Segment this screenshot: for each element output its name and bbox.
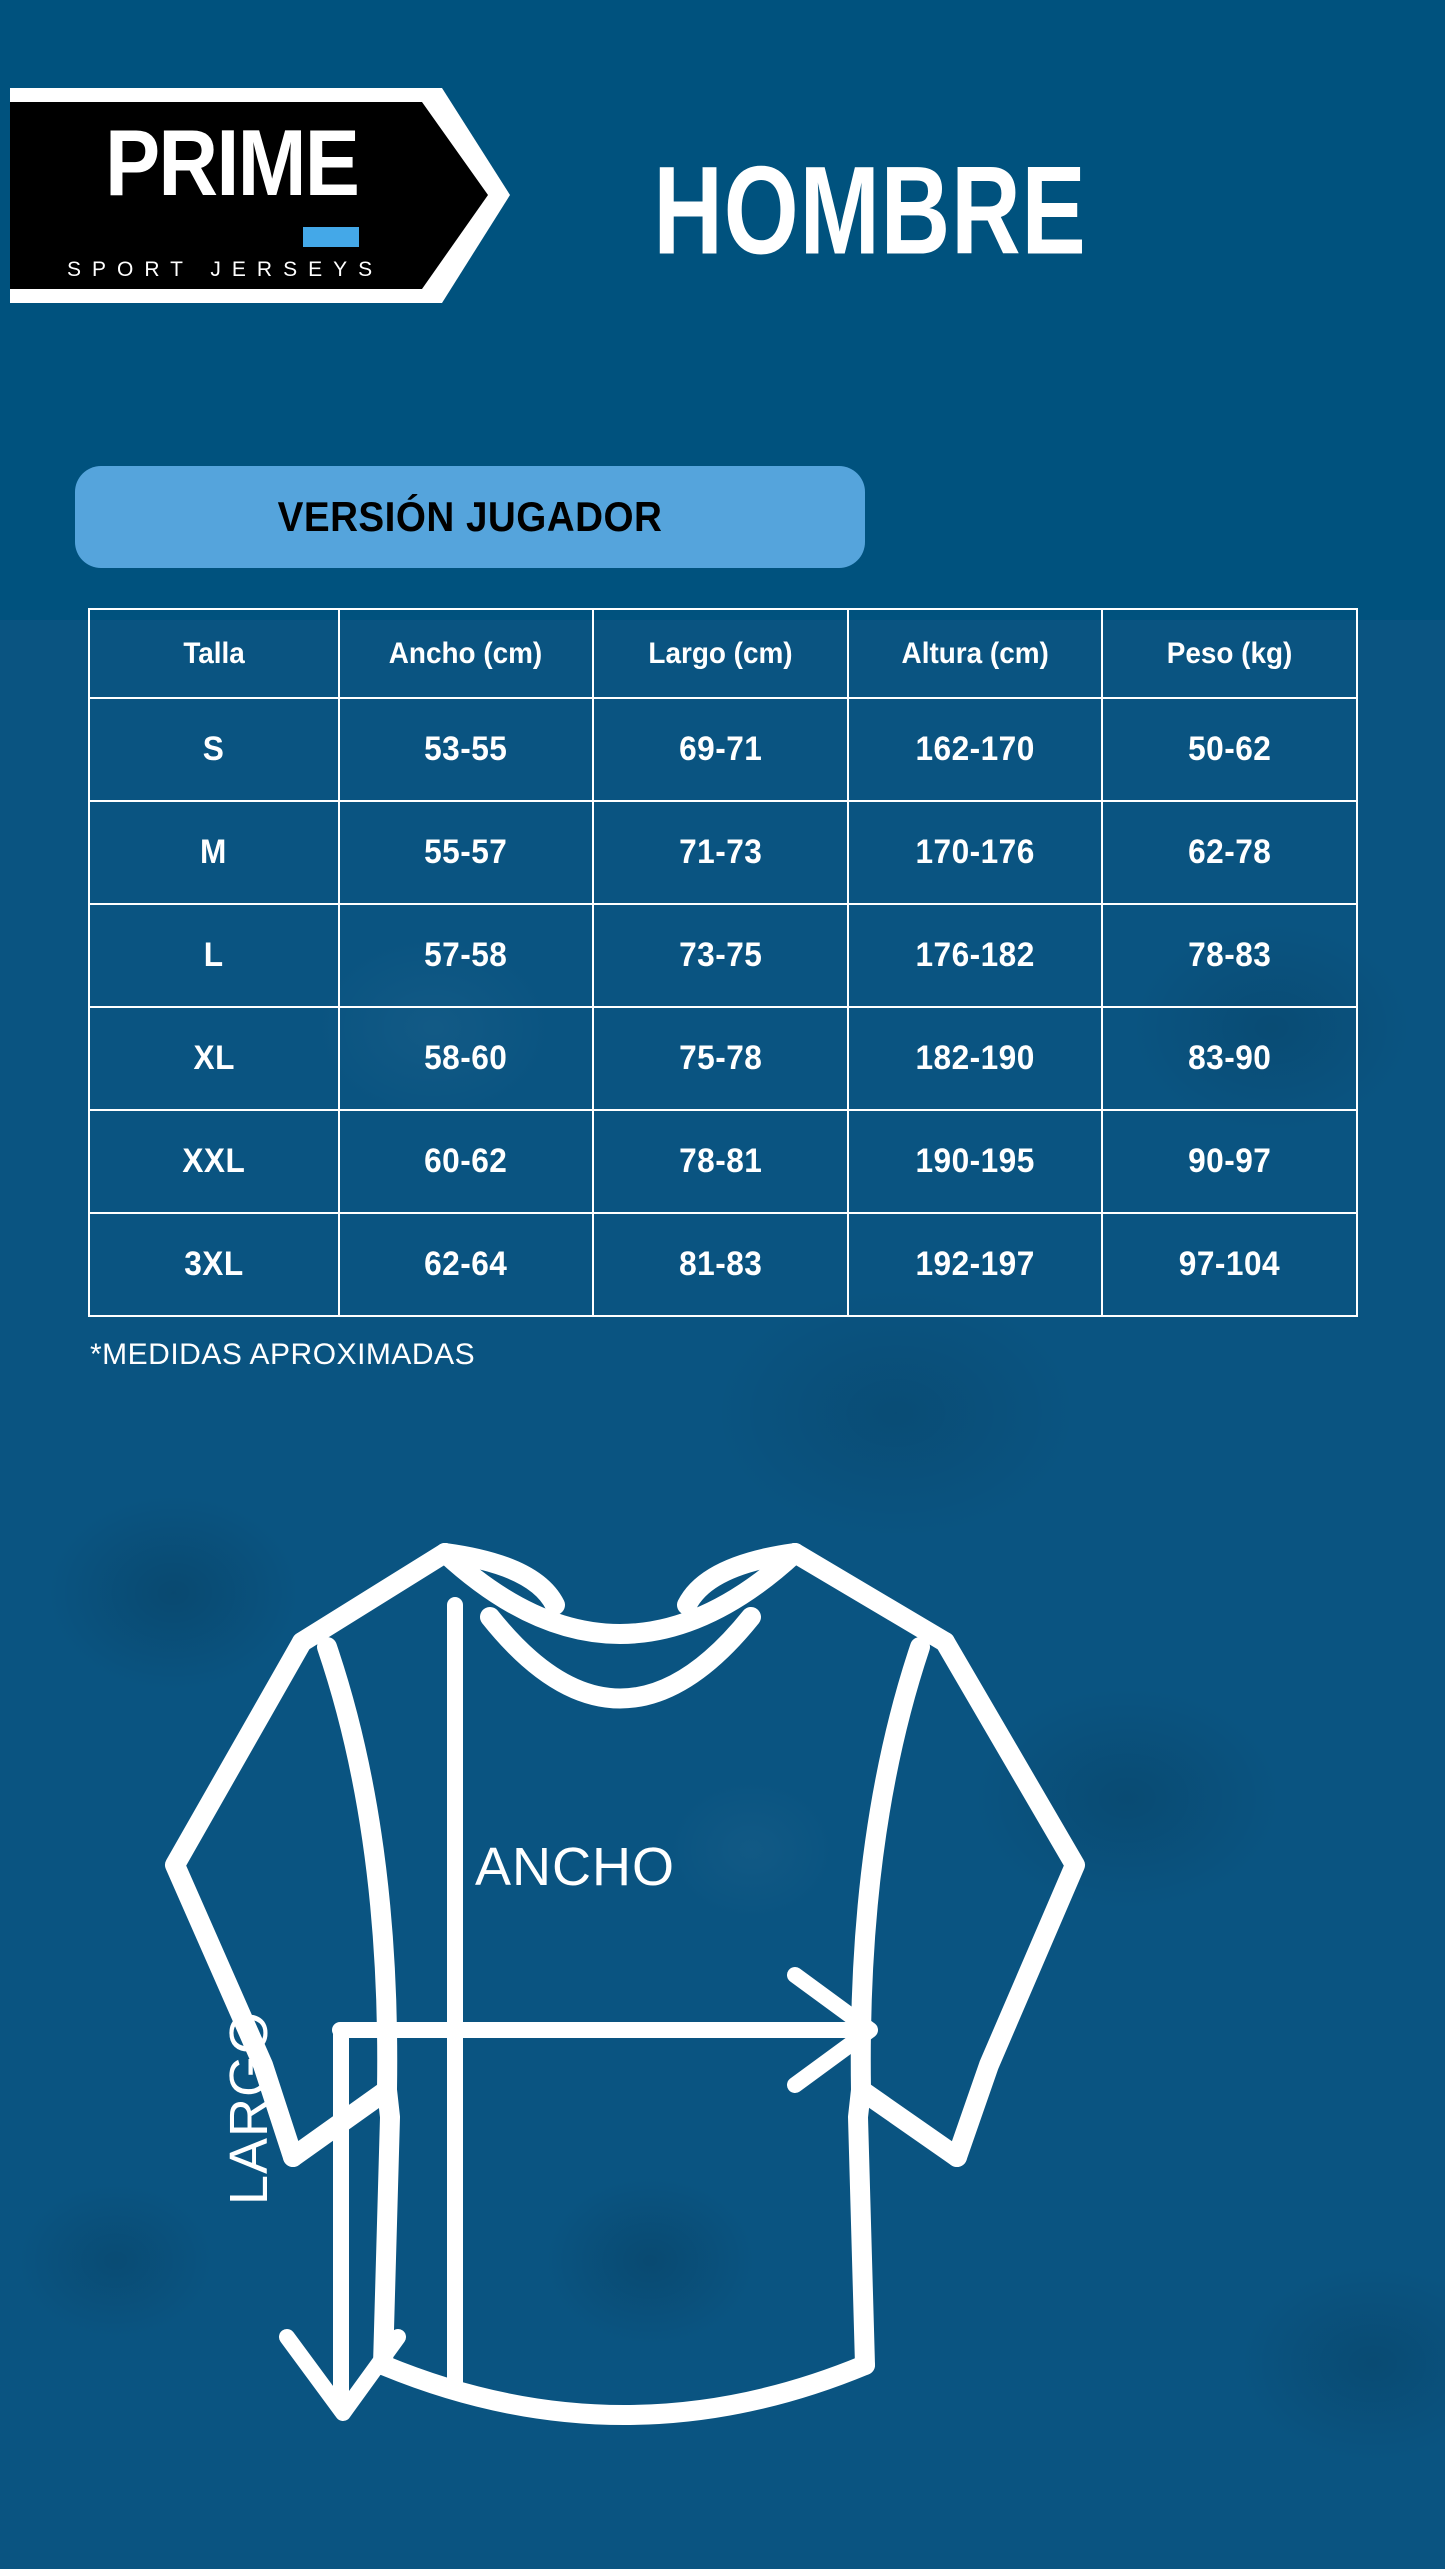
brand-logo: PRIME SPORT JERSEYS bbox=[10, 88, 510, 303]
table-row: S 53-55 69-71 162-170 50-62 bbox=[88, 697, 1358, 802]
cell-altura: 190-195 bbox=[846, 1109, 1104, 1214]
cell-altura: 176-182 bbox=[846, 903, 1104, 1008]
cell-talla: M bbox=[88, 800, 340, 905]
largo-measure-arrow bbox=[279, 2027, 406, 2421]
cell-ancho: 62-64 bbox=[337, 1212, 595, 1317]
tshirt-outline-icon bbox=[165, 1543, 1085, 2425]
column-header-largo: Largo (cm) bbox=[592, 608, 849, 699]
cell-largo: 73-75 bbox=[592, 903, 849, 1008]
ancho-label: ANCHO bbox=[475, 1837, 675, 1897]
cell-peso: 97-104 bbox=[1101, 1212, 1358, 1317]
cell-peso: 83-90 bbox=[1101, 1006, 1358, 1111]
size-table-head: Talla Ancho (cm) Largo (cm) Altura (cm) … bbox=[88, 608, 1358, 699]
cell-ancho: 58-60 bbox=[337, 1006, 595, 1111]
version-badge-label: VERSIÓN JUGADOR bbox=[277, 493, 663, 540]
page-title: HOMBRE bbox=[653, 140, 1087, 281]
logo-accent-bar bbox=[303, 227, 359, 247]
column-header-altura: Altura (cm) bbox=[846, 608, 1104, 699]
cell-altura: 192-197 bbox=[846, 1212, 1104, 1317]
cell-ancho: 55-57 bbox=[337, 800, 595, 905]
cell-peso: 90-97 bbox=[1101, 1109, 1358, 1214]
cell-altura: 170-176 bbox=[846, 800, 1104, 905]
cell-largo: 71-73 bbox=[592, 800, 849, 905]
cell-talla: XL bbox=[88, 1006, 340, 1111]
cell-talla: XXL bbox=[88, 1109, 340, 1214]
cell-altura: 162-170 bbox=[846, 697, 1104, 802]
cell-largo: 69-71 bbox=[592, 697, 849, 802]
largo-label: LARGO bbox=[219, 2011, 279, 2205]
cell-talla: S bbox=[88, 697, 340, 802]
cell-ancho: 60-62 bbox=[337, 1109, 595, 1214]
cell-peso: 50-62 bbox=[1101, 697, 1358, 802]
cell-ancho: 53-55 bbox=[337, 697, 595, 802]
logo-tagline: SPORT JERSEYS bbox=[67, 258, 384, 281]
table-row: XXL 60-62 78-81 190-195 90-97 bbox=[88, 1109, 1358, 1214]
cell-talla: 3XL bbox=[88, 1212, 340, 1317]
table-row: XL 58-60 75-78 182-190 83-90 bbox=[88, 1006, 1358, 1111]
cell-largo: 78-81 bbox=[592, 1109, 849, 1214]
cell-peso: 62-78 bbox=[1101, 800, 1358, 905]
table-row: M 55-57 71-73 170-176 62-78 bbox=[88, 800, 1358, 905]
table-row: 3XL 62-64 81-83 192-197 97-104 bbox=[88, 1212, 1358, 1317]
size-table-body: S 53-55 69-71 162-170 50-62 M 55-57 71-7… bbox=[88, 697, 1358, 1317]
logo-wordmark: PRIME bbox=[105, 110, 360, 215]
tshirt-diagram: ANCHO LARGO bbox=[155, 1505, 1265, 2505]
cell-altura: 182-190 bbox=[846, 1006, 1104, 1111]
table-row: L 57-58 73-75 176-182 78-83 bbox=[88, 903, 1358, 1008]
table-header-row: Talla Ancho (cm) Largo (cm) Altura (cm) … bbox=[88, 608, 1358, 699]
cell-largo: 75-78 bbox=[592, 1006, 849, 1111]
column-header-peso: Peso (kg) bbox=[1101, 608, 1358, 699]
cell-ancho: 57-58 bbox=[337, 903, 595, 1008]
column-header-ancho: Ancho (cm) bbox=[337, 608, 595, 699]
measurements-footnote: *MEDIDAS APROXIMADAS bbox=[90, 1338, 476, 1371]
cell-largo: 81-83 bbox=[592, 1212, 849, 1317]
size-table: Talla Ancho (cm) Largo (cm) Altura (cm) … bbox=[88, 608, 1358, 1317]
column-header-talla: Talla bbox=[88, 608, 340, 699]
cell-peso: 78-83 bbox=[1101, 903, 1358, 1008]
ancho-measure-arrow bbox=[332, 1597, 878, 2393]
logo-fill-shape bbox=[10, 102, 488, 289]
cell-talla: L bbox=[88, 903, 340, 1008]
version-badge: VERSIÓN JUGADOR bbox=[75, 466, 865, 568]
